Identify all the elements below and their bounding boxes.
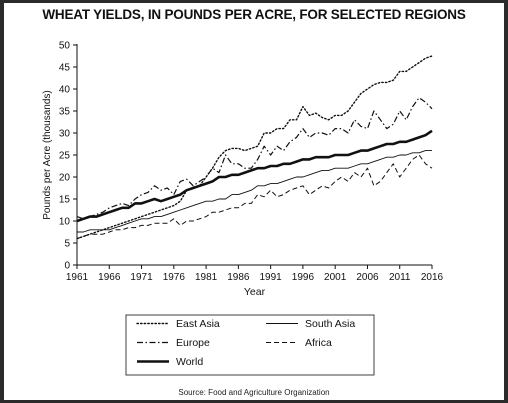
x-tick-label: 2011	[389, 272, 411, 283]
y-tick-label: 45	[59, 63, 71, 74]
x-tick-label: 1976	[163, 272, 186, 283]
legend-label-world: World	[176, 356, 203, 368]
y-tick-label: 10	[59, 217, 71, 228]
x-tick-label: 2001	[324, 272, 347, 283]
chart-panel: WHEAT YIELDS, IN POUNDS PER ACRE, FOR SE…	[4, 3, 504, 400]
y-tick-label: 15	[59, 195, 71, 206]
series-line-europe	[76, 97, 433, 220]
x-tick-label: 1996	[292, 272, 315, 283]
legend-label-east-asia: East Asia	[176, 318, 220, 330]
legend-label-south-asia: South Asia	[305, 318, 355, 330]
legend-box	[125, 314, 375, 376]
y-tick-label: 25	[59, 151, 71, 162]
y-tick-label: 0	[64, 261, 70, 272]
x-tick-label: 1961	[66, 272, 89, 283]
y-tick-label: 40	[59, 85, 71, 96]
legend-label-africa: Africa	[305, 337, 332, 349]
y-tick-label: 20	[59, 173, 71, 184]
x-tick-label: 1966	[98, 272, 121, 283]
y-tick-label: 30	[59, 129, 71, 140]
y-tick-label: 50	[59, 41, 71, 52]
x-tick-label: 1981	[195, 272, 218, 283]
y-axis-label: Pounds per Acre (thousands)	[42, 90, 53, 220]
x-tick-label: 1991	[260, 272, 283, 283]
chart-title: WHEAT YIELDS, IN POUNDS PER ACRE, FOR SE…	[42, 7, 466, 22]
y-tick-label: 35	[59, 107, 71, 118]
x-axis-label: Year	[244, 286, 266, 298]
x-tick-label: 2016	[421, 272, 444, 283]
legend-label-europe: Europe	[176, 337, 210, 349]
line-chart: 0 5 10 15 20 25 30 35 40 45 50 1961 1966 1971 1976 1981…	[42, 41, 444, 376]
source-note: Source: Food and Agriculture Organizatio…	[178, 388, 330, 397]
x-tick-label: 2006	[356, 272, 379, 283]
x-tick-label: 1971	[130, 272, 153, 283]
series-line-world	[76, 129, 433, 223]
series-line-south-asia	[77, 150, 432, 233]
x-tick-label: 1986	[227, 272, 250, 283]
y-tick-label: 5	[64, 239, 70, 250]
series-line-africa	[76, 154, 433, 240]
series-line-east-asia	[76, 55, 433, 240]
